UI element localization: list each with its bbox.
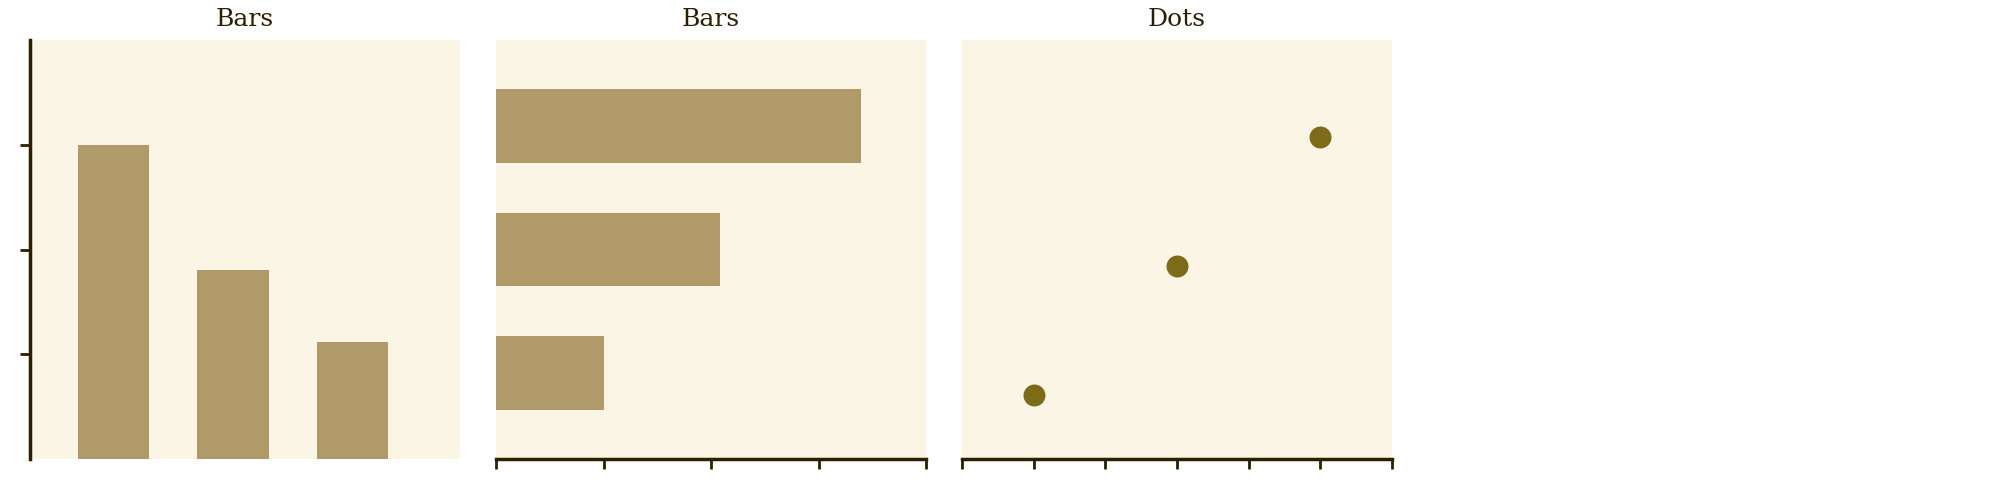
Title: Dots: Dots	[1148, 8, 1206, 31]
Point	[1304, 133, 1336, 141]
Bar	[78, 145, 150, 459]
Point	[1160, 261, 1192, 269]
Bar	[316, 342, 388, 459]
Bar	[496, 89, 862, 163]
Title: Bars: Bars	[682, 8, 740, 31]
Bar	[496, 336, 604, 410]
Point	[1018, 391, 1050, 399]
Title: Bars: Bars	[216, 8, 274, 31]
Bar	[496, 213, 720, 286]
Bar	[198, 270, 268, 459]
